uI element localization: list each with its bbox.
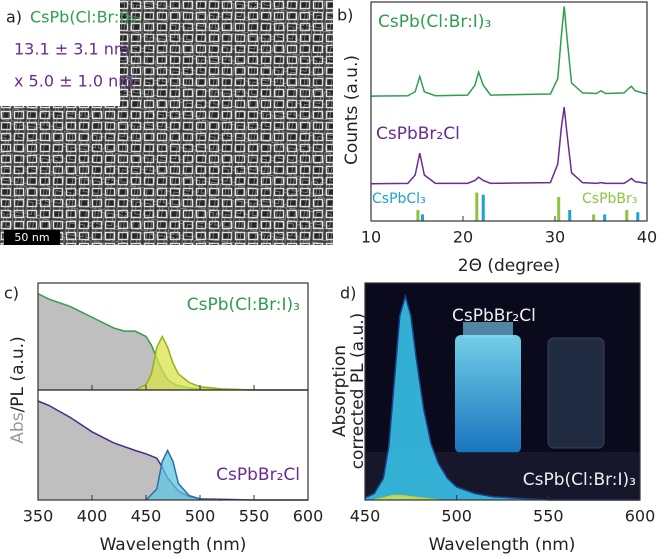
area-fill (146, 450, 222, 500)
clear-vial (547, 337, 605, 449)
y-axis-label: Absorption (330, 345, 350, 437)
panel-label: c) (4, 284, 19, 303)
reference-stick (636, 212, 640, 221)
annotation: CsPb(Cl:Br:I)₃ (523, 470, 636, 490)
series-label: CsPbBr₂Cl (376, 124, 460, 144)
reference-stick (592, 214, 596, 221)
x-tick-label: 350 (23, 507, 54, 526)
series-label: CsPb(Cl:Br:I)₃ (378, 12, 491, 32)
glowing-vial (455, 335, 521, 453)
panel-label: d) (340, 284, 356, 303)
tem-panel: a) CsPb(Cl:Br:I)₃ 13.1 ± 3.1 nm x 5.0 ± … (0, 0, 333, 245)
y-axis-label-part: /PL (a.u.) (8, 336, 28, 412)
panel-label: a) (6, 8, 22, 27)
series-line (364, 293, 640, 501)
y-axis-label: Counts (a.u.) (342, 55, 362, 165)
area-fill (38, 293, 308, 390)
size-length: 13.1 ± 3.1 nm (14, 40, 129, 59)
panel-label: b) (337, 6, 353, 25)
series-line (370, 6, 648, 97)
reference-stick (421, 214, 425, 221)
x-tick-label: 600 (293, 507, 324, 526)
subplot-label: CsPb(Cl:Br:I)₃ (187, 295, 300, 315)
x-tick-label: 40 (637, 228, 657, 247)
x-axis-label: Wavelength (nm) (100, 535, 247, 555)
plot-frame (370, 1, 648, 222)
series-line (145, 448, 222, 501)
x-axis-label: Wavelength (nm) (429, 535, 576, 555)
vial-neck (463, 322, 513, 338)
x-tick-label: 400 (77, 507, 108, 526)
y-axis-label: Abs/PL (a.u.) (8, 336, 28, 443)
plot-frame (37, 389, 309, 501)
x-tick-label: 10 (361, 228, 381, 247)
x-tick-label: 550 (533, 507, 564, 526)
scale-bar (4, 230, 60, 245)
plot-frame (364, 282, 641, 501)
x-tick-label: 450 (131, 507, 162, 526)
y-axis-label-part: Abs (8, 412, 28, 443)
series-line (370, 107, 648, 185)
composition: CsPb(Cl:Br:I)₃ (30, 8, 137, 27)
annotation: CsPbBr₂Cl (452, 306, 536, 326)
reference-label: CsPbCl₃ (372, 191, 426, 207)
reference-stick (557, 196, 561, 221)
reference-stick (475, 192, 479, 221)
series-line (373, 494, 439, 501)
reference-stick (625, 210, 629, 221)
x-tick-label: 500 (441, 507, 472, 526)
y-axis-label: corrected PL (a.u.) (348, 313, 368, 470)
x-axis-label: 2Θ (degree) (458, 256, 560, 276)
x-tick-label: 30 (545, 228, 565, 247)
subplot-label: CsPbBr₂Cl (216, 465, 300, 485)
reference-stick (416, 210, 420, 221)
x-tick-label: 550 (239, 507, 270, 526)
x-tick-label: 20 (453, 228, 473, 247)
scale-bar-label: 50 nm (14, 231, 49, 244)
reference-stick (603, 214, 607, 221)
reference-label: CsPbBr₃ (582, 191, 637, 207)
x-tick-label: 500 (185, 507, 216, 526)
reference-stick (481, 194, 485, 221)
reference-stick (568, 210, 572, 221)
label-box (0, 0, 120, 106)
area-fill (365, 296, 640, 500)
x-tick-label: 450 (350, 507, 381, 526)
x-tick-label: 600 (625, 507, 656, 526)
area-fill (135, 336, 254, 390)
series-line (134, 334, 255, 391)
size-width: x 5.0 ± 1.0 nm (14, 72, 134, 91)
area-fill (38, 401, 308, 500)
